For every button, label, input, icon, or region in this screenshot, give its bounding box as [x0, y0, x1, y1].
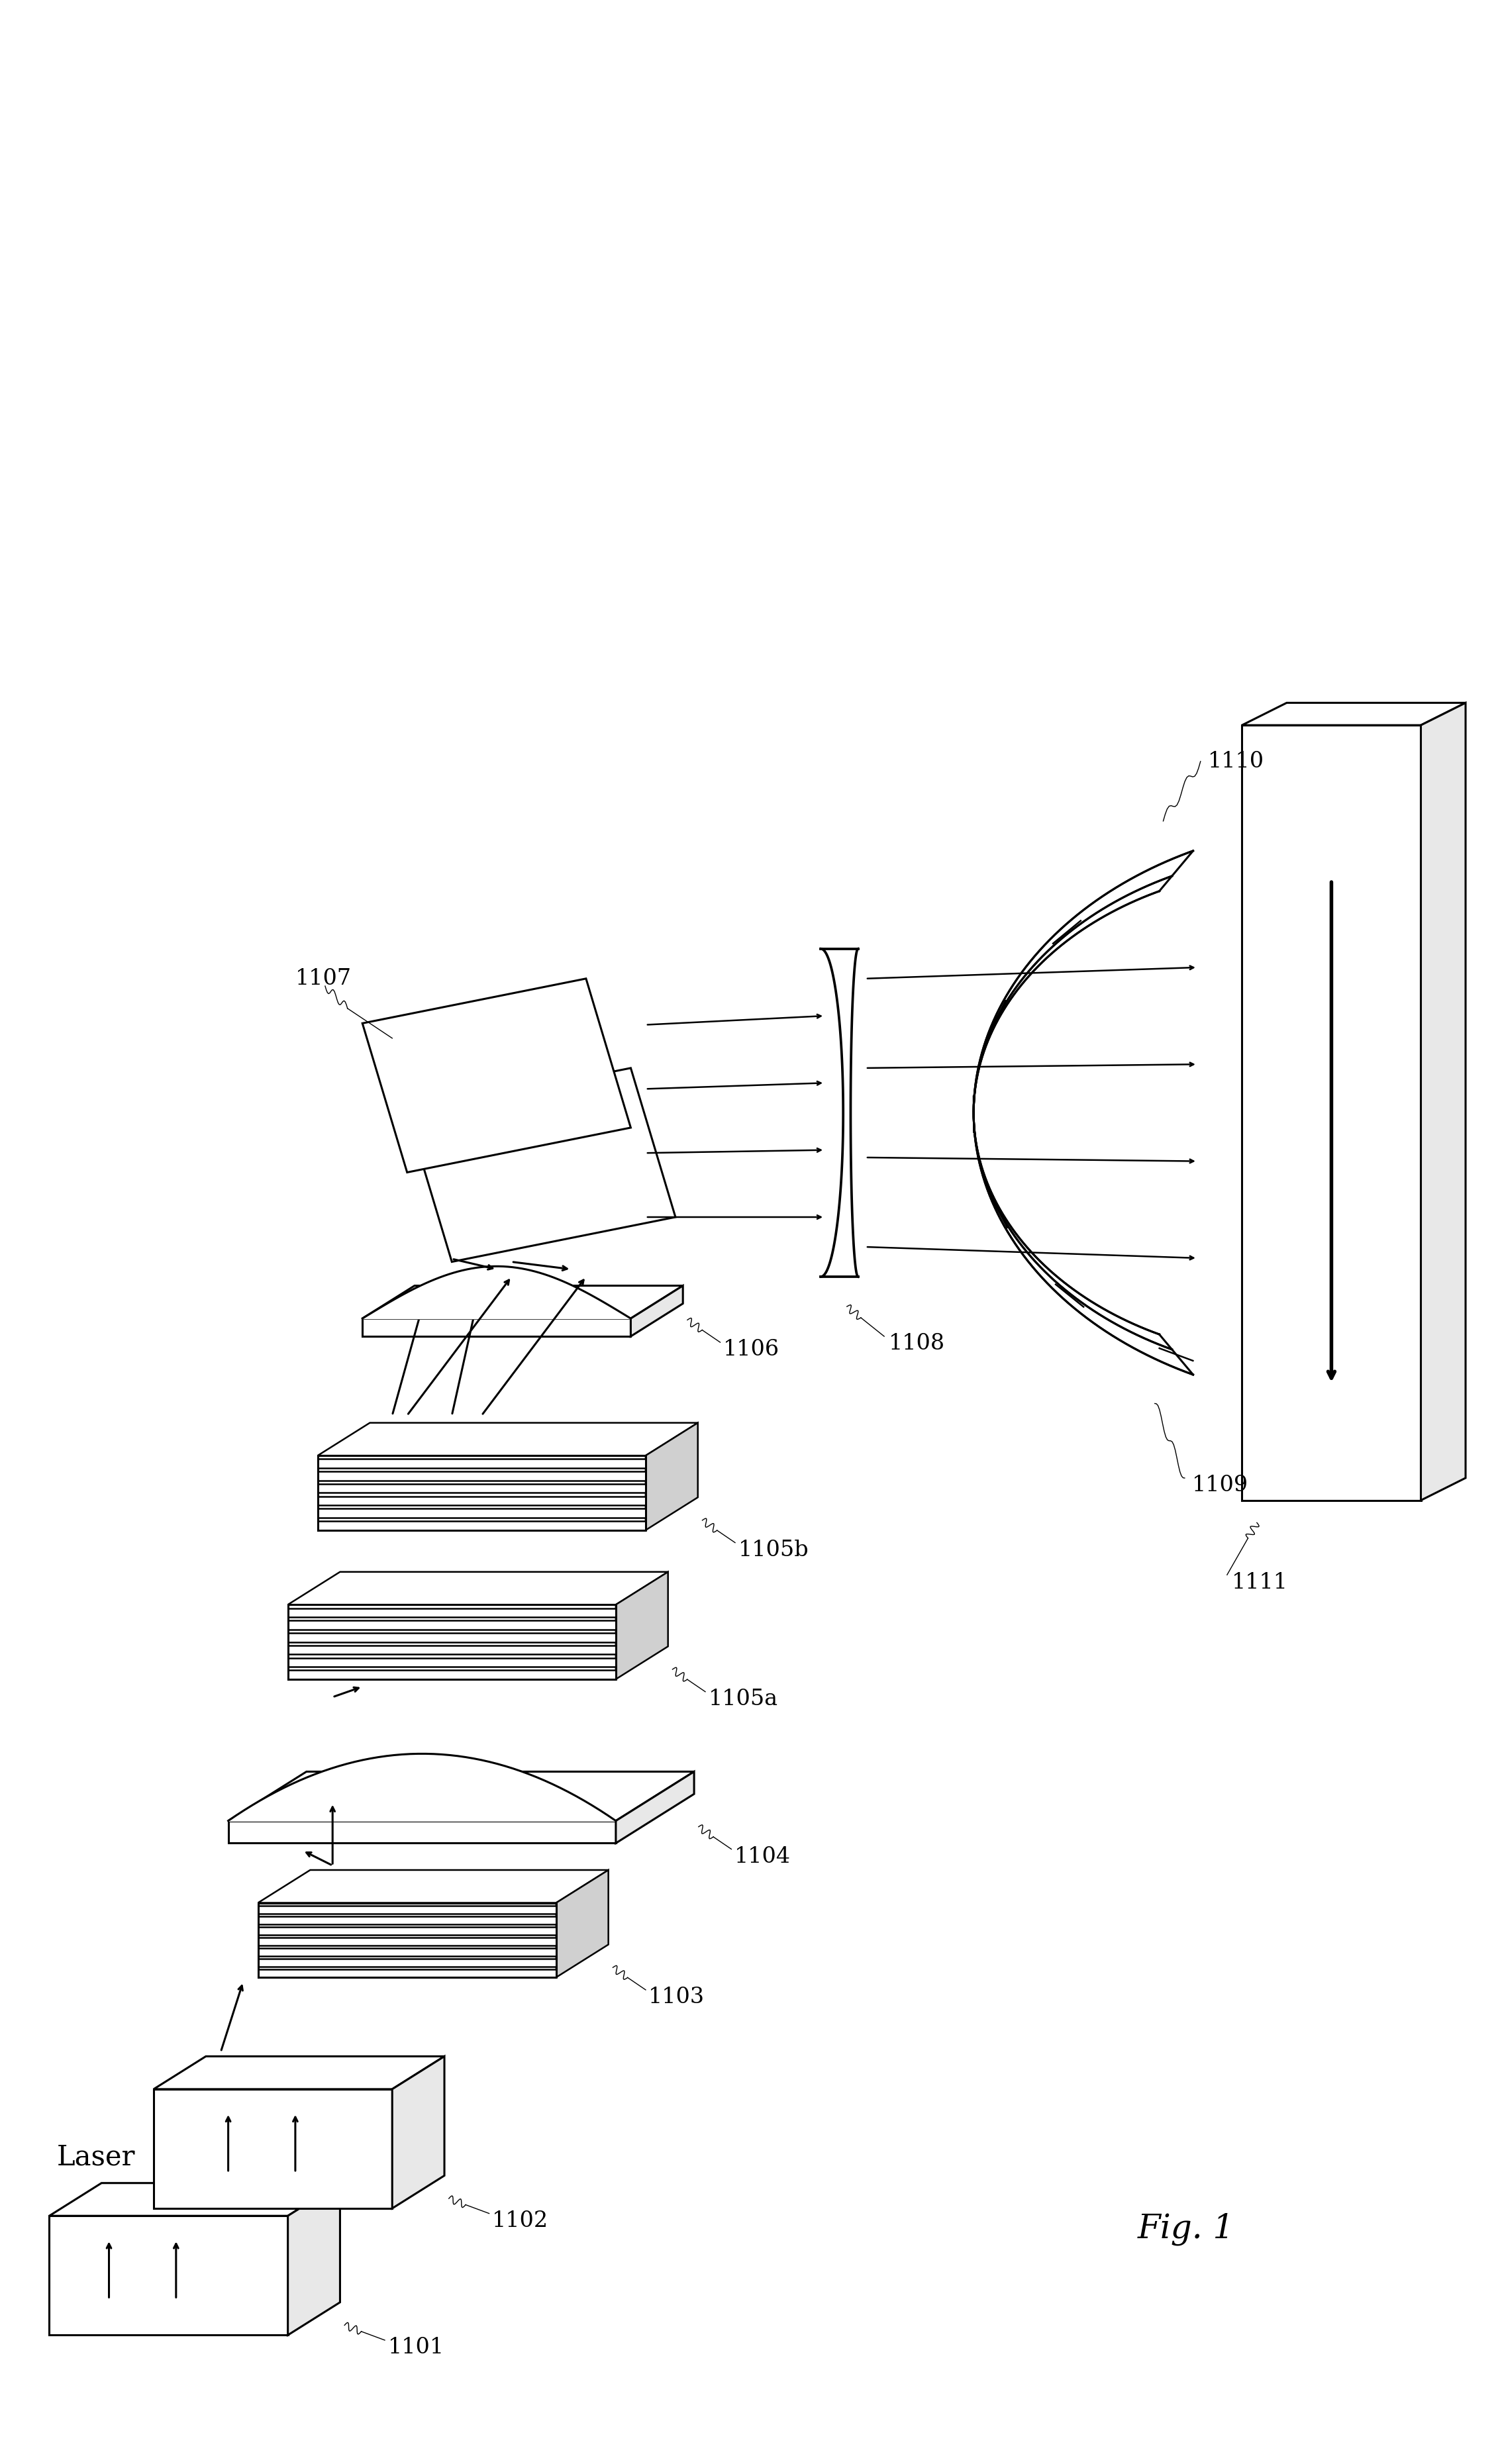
Polygon shape [258, 1959, 557, 1966]
Text: 1110: 1110 [1208, 752, 1264, 771]
Polygon shape [288, 1634, 616, 1641]
Polygon shape [318, 1520, 645, 1530]
Polygon shape [363, 978, 630, 1173]
Polygon shape [258, 1905, 557, 1915]
Text: 1109: 1109 [1193, 1476, 1248, 1496]
Polygon shape [50, 2183, 340, 2215]
Polygon shape [645, 1422, 698, 1530]
Polygon shape [288, 1658, 616, 1666]
Text: Fig. 1: Fig. 1 [1137, 2213, 1235, 2245]
Polygon shape [616, 1572, 668, 1678]
Polygon shape [318, 1508, 645, 1518]
Text: 1103: 1103 [648, 1986, 705, 2008]
Polygon shape [258, 1937, 557, 1947]
Polygon shape [318, 1459, 645, 1469]
Polygon shape [258, 1927, 557, 1934]
Polygon shape [153, 2089, 392, 2208]
Polygon shape [616, 1772, 695, 1843]
Text: 1101: 1101 [387, 2336, 444, 2358]
Polygon shape [228, 1772, 695, 1821]
Polygon shape [288, 1609, 616, 1616]
Polygon shape [407, 1067, 675, 1262]
Polygon shape [363, 1318, 630, 1335]
Text: 1108: 1108 [888, 1333, 945, 1355]
Text: 1107: 1107 [296, 968, 351, 988]
Polygon shape [258, 1969, 557, 1976]
Polygon shape [363, 1286, 683, 1318]
Polygon shape [288, 1572, 668, 1604]
Polygon shape [288, 1646, 616, 1653]
Polygon shape [1242, 724, 1420, 1501]
Polygon shape [258, 1949, 557, 1956]
Polygon shape [258, 1870, 609, 1902]
Text: 1105b: 1105b [738, 1540, 809, 1560]
Polygon shape [392, 2057, 444, 2208]
Polygon shape [318, 1422, 698, 1456]
Polygon shape [288, 1621, 616, 1629]
Polygon shape [318, 1471, 645, 1481]
Polygon shape [1420, 702, 1466, 1501]
Polygon shape [153, 2057, 444, 2089]
Text: 1102: 1102 [492, 2210, 549, 2232]
Polygon shape [630, 1286, 683, 1335]
Polygon shape [556, 1870, 609, 1976]
Polygon shape [50, 2215, 288, 2336]
Text: 1106: 1106 [723, 1338, 780, 1360]
Polygon shape [318, 1483, 645, 1493]
Text: Laser: Laser [57, 2144, 135, 2171]
Polygon shape [288, 2183, 340, 2336]
Polygon shape [258, 1917, 557, 1924]
Polygon shape [228, 1821, 616, 1843]
Polygon shape [288, 1671, 616, 1678]
Text: 1111: 1111 [1232, 1572, 1288, 1592]
Polygon shape [318, 1496, 645, 1506]
Text: 1105a: 1105a [708, 1688, 779, 1710]
Text: 1104: 1104 [735, 1846, 790, 1868]
Polygon shape [1242, 702, 1466, 724]
